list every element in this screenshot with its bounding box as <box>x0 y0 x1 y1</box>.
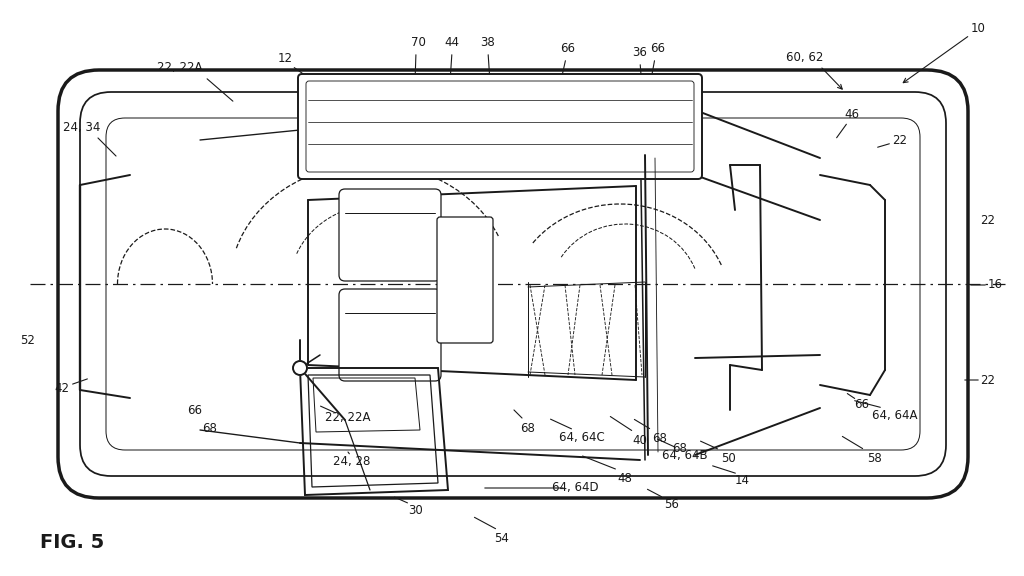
Text: 68: 68 <box>673 441 687 454</box>
Text: 68: 68 <box>652 431 668 445</box>
Text: 64, 64C: 64, 64C <box>559 431 605 445</box>
Text: 22: 22 <box>893 134 907 146</box>
Text: 42: 42 <box>54 381 70 395</box>
Text: 36: 36 <box>633 46 647 59</box>
FancyBboxPatch shape <box>339 189 441 281</box>
Text: 64, 64D: 64, 64D <box>552 482 598 495</box>
Text: 24, 34: 24, 34 <box>63 122 100 135</box>
Text: 54: 54 <box>495 532 509 544</box>
Text: 64, 64A: 64, 64A <box>872 408 918 422</box>
Text: 46: 46 <box>845 108 859 122</box>
Text: 66: 66 <box>187 404 203 416</box>
Text: FIG. 5: FIG. 5 <box>40 532 104 551</box>
FancyBboxPatch shape <box>58 70 968 498</box>
Text: 52: 52 <box>20 334 36 347</box>
Text: 58: 58 <box>866 452 882 464</box>
Text: 66: 66 <box>560 41 575 55</box>
Text: 16: 16 <box>987 279 1002 291</box>
Text: 60, 62: 60, 62 <box>786 51 823 65</box>
Text: 22: 22 <box>981 214 995 226</box>
Circle shape <box>293 361 307 375</box>
Text: 48: 48 <box>617 472 633 484</box>
Text: 44: 44 <box>444 36 460 48</box>
Text: 70: 70 <box>411 36 425 48</box>
FancyBboxPatch shape <box>298 74 702 179</box>
FancyBboxPatch shape <box>339 289 441 381</box>
Text: 24, 28: 24, 28 <box>334 456 371 468</box>
Text: 68: 68 <box>203 422 217 434</box>
Text: 38: 38 <box>480 36 496 48</box>
Text: 64, 64B: 64, 64B <box>663 449 708 461</box>
Text: 66: 66 <box>650 41 666 55</box>
Text: 50: 50 <box>721 452 735 464</box>
Text: 40: 40 <box>633 434 647 446</box>
Text: 22: 22 <box>981 373 995 386</box>
Text: 30: 30 <box>409 503 423 517</box>
FancyBboxPatch shape <box>437 217 493 343</box>
Text: 56: 56 <box>665 498 680 511</box>
Text: 22, 22A: 22, 22A <box>158 62 203 74</box>
Text: 68: 68 <box>520 422 536 434</box>
Text: 10: 10 <box>971 21 985 35</box>
Text: 22, 22A: 22, 22A <box>326 411 371 425</box>
Text: 66: 66 <box>854 399 869 411</box>
Text: 12: 12 <box>278 51 293 65</box>
Text: 14: 14 <box>734 473 750 487</box>
